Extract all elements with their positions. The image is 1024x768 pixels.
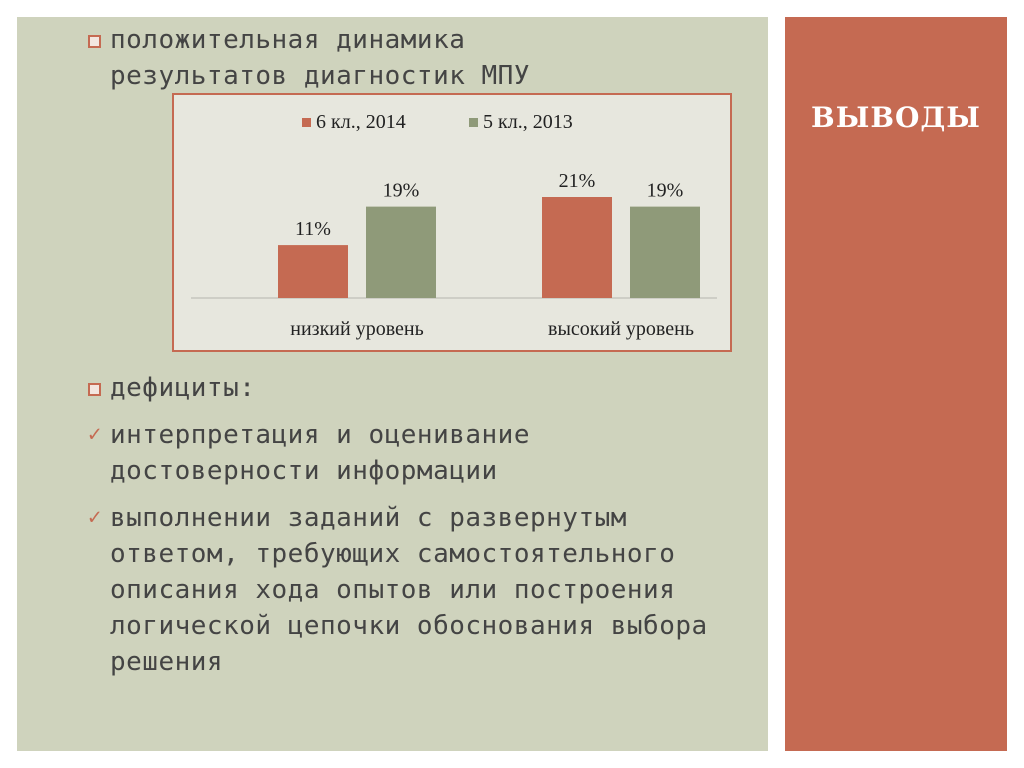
bullet-extended-answers: ✓ выполнении заданий с развернутым ответ… <box>88 500 728 680</box>
bar <box>366 206 436 298</box>
legend-label: 5 кл., 2013 <box>483 111 573 133</box>
bullet-interpretation: ✓ интерпретация и оценивание достовернос… <box>88 417 648 489</box>
check-bullet-icon: ✓ <box>88 505 102 530</box>
square-bullet-icon <box>88 383 101 396</box>
legend-swatch <box>469 118 478 127</box>
chart-svg: 6 кл., 2014 5 кл., 2013 11% 19% низкий урове… <box>191 111 717 340</box>
bullet-text: интерпретация и оценивание достоверности… <box>110 420 530 486</box>
bullet-text: дефициты: <box>110 373 256 403</box>
conclusions-panel: ВЫВОДЫ <box>785 17 1007 751</box>
data-label: 19% <box>383 180 420 202</box>
check-bullet-icon: ✓ <box>88 422 102 447</box>
conclusions-title: ВЫВОДЫ <box>811 101 981 134</box>
legend-swatch <box>302 118 311 127</box>
data-label: 11% <box>295 218 331 240</box>
bar <box>630 206 700 298</box>
bar <box>278 245 348 298</box>
bullet-deficits: дефициты: <box>88 370 648 406</box>
legend-label: 6 кл., 2014 <box>316 111 406 133</box>
bar-chart: 6 кл., 2014 5 кл., 2013 11% 19% низкий урове… <box>172 93 732 352</box>
data-label: 21% <box>559 170 596 192</box>
bullet-text: положительная динамика результатов диагн… <box>110 25 530 91</box>
square-bullet-icon <box>88 35 101 48</box>
bar <box>542 197 612 298</box>
data-label: 19% <box>647 180 684 202</box>
bullet-text: выполнении заданий с развернутым ответом… <box>110 503 708 677</box>
category-label: высокий уровень <box>548 318 694 340</box>
bullet-positive-dynamics: положительная динамика результатов диагн… <box>88 22 648 94</box>
category-label: низкий уровень <box>290 318 423 340</box>
